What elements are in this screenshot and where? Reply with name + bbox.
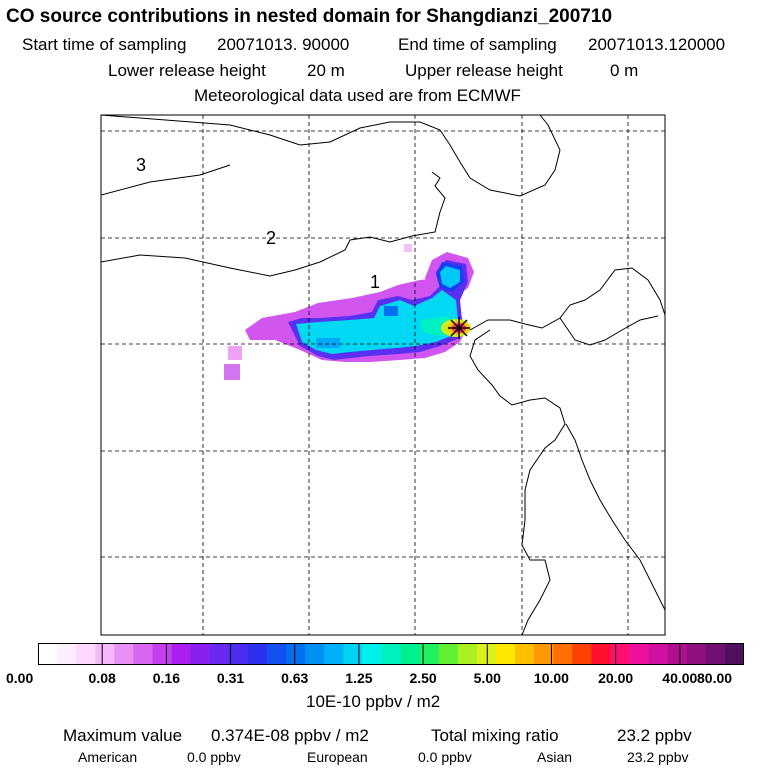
colorbar-swatch: [133, 643, 153, 665]
colorbar-tick-label: 0.31: [216, 670, 245, 686]
start-time-label: Start time of sampling: [22, 35, 187, 54]
station-star-marker: [448, 317, 470, 339]
end-time-label: End time of sampling: [398, 35, 557, 54]
european-value: 0.0 ppbv: [418, 749, 472, 765]
colorbar-swatch: [572, 643, 592, 665]
upper-height-label: Upper release height: [405, 61, 563, 80]
colorbar-border: [38, 643, 744, 665]
colorbar-swatch: [476, 643, 497, 665]
colorbar-tick-label: 10.00: [533, 670, 569, 686]
colorbar-swatch: [95, 643, 115, 665]
page-title: CO source contributions in nested domain…: [6, 6, 613, 27]
plume-core: [296, 266, 460, 354]
upper-height-value: 0 m: [610, 61, 639, 80]
colorbar-swatch: [610, 643, 631, 665]
asian-label: Asian: [537, 749, 573, 765]
colorbar-swatch: [553, 643, 573, 665]
colorbar-swatch: [648, 643, 669, 665]
colorbar-swatch: [457, 643, 478, 665]
colorbar-swatch: [209, 643, 230, 665]
total-mixing-value: 23.2 ppbv: [617, 726, 692, 745]
colorbar-swatch: [495, 643, 516, 665]
colorbar-tick-label: 80.00: [697, 670, 733, 686]
end-time-value: 20071013.120000: [588, 35, 726, 54]
domain-label-2: 2: [266, 228, 276, 248]
colorbar-swatch: [57, 643, 77, 665]
european-label: European: [307, 749, 368, 765]
colorbar-swatch: [171, 643, 192, 665]
map-frame: [100, 114, 666, 636]
american-label: American: [78, 749, 138, 765]
colorbar-swatch: [400, 643, 421, 665]
lower-height-value: 20 m: [307, 61, 345, 80]
colorbar-swatch: [114, 643, 134, 665]
colorbar-swatch: [362, 643, 382, 665]
colorbar-swatch: [343, 643, 363, 665]
colorbar-tick-label: 2.50: [409, 670, 437, 686]
colorbar-swatch: [152, 643, 173, 665]
colorbar-swatch: [667, 643, 688, 665]
colorbar-tick-label: 0.16: [152, 670, 180, 686]
colorbar-swatch: [324, 643, 344, 665]
met-data-note: Meteorological data used are from ECMWF: [194, 86, 521, 105]
colorbar: [38, 643, 744, 665]
total-mixing-label: Total mixing ratio: [431, 726, 559, 745]
colorbar-swatch: [686, 643, 707, 665]
colorbar-swatch: [591, 643, 611, 665]
colorbar-tick-label: 0.00: [6, 670, 34, 686]
colorbar-tick-label: 5.00: [473, 670, 501, 686]
colorbar-unit: 10E-10 ppbv / m2: [306, 692, 441, 711]
colorbar-swatch: [705, 643, 726, 665]
colorbar-swatch: [438, 643, 459, 665]
colorbar-tick-label: 0.63: [281, 670, 309, 686]
colorbar-swatch: [724, 643, 744, 665]
colorbar-swatch: [305, 643, 325, 665]
colorbar-swatch: [38, 643, 58, 665]
asian-value: 23.2 ppbv: [627, 749, 689, 765]
colorbar-swatch: [534, 643, 554, 665]
colorbar-swatch: [76, 643, 96, 665]
american-value: 0.0 ppbv: [187, 749, 241, 765]
colorbar-swatch: [515, 643, 535, 665]
colorbar-swatch: [381, 643, 402, 665]
colorbar-tick-label: 40.00: [662, 670, 698, 686]
grid-lines: [101, 115, 665, 635]
colorbar-tick-label: 1.25: [345, 670, 373, 686]
colorbar-swatch: [266, 643, 287, 665]
colorbar-swatch: [190, 643, 211, 665]
domain-label-3: 3: [136, 155, 146, 175]
max-value-label: Maximum value: [63, 726, 183, 745]
colorbar-swatch: [228, 643, 249, 665]
colorbar-tick-label: 0.08: [88, 670, 116, 686]
max-value: 0.374E-08 ppbv / m2: [211, 726, 369, 745]
colorbar-tick-label: 20.00: [598, 670, 634, 686]
start-time-value: 20071013. 90000: [217, 35, 350, 54]
colorbar-swatch: [247, 643, 268, 665]
colorbar-swatch: [286, 643, 306, 665]
colorbar-swatch: [419, 643, 440, 665]
domain-label-1: 1: [370, 272, 380, 292]
colorbar-swatch: [629, 643, 650, 665]
lower-height-label: Lower release height: [108, 61, 266, 80]
coastlines: [101, 115, 665, 635]
